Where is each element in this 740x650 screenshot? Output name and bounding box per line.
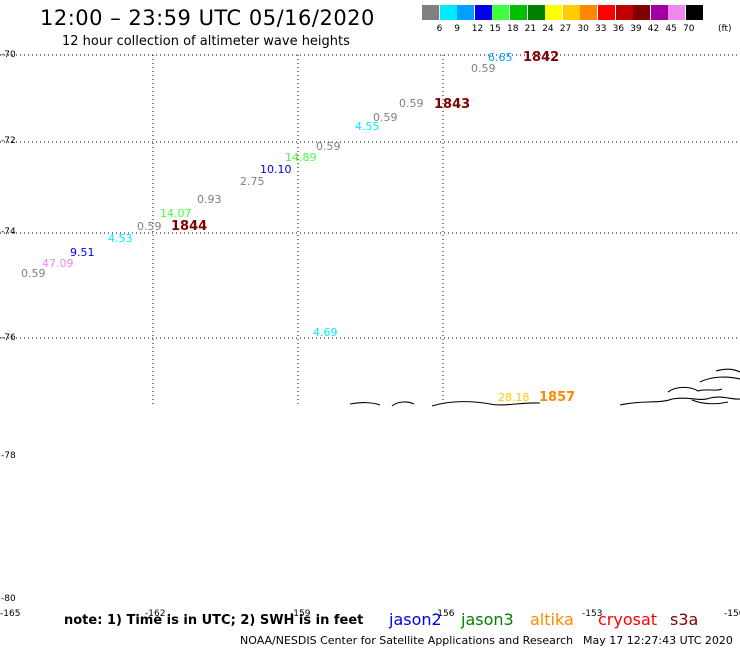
longitude-label: -153 [582, 609, 602, 619]
legend-swatch [422, 5, 439, 20]
coastline-segment [349, 402, 381, 406]
legend-label: 21 [524, 24, 537, 34]
wave-height-value: 4.69 [313, 326, 338, 339]
coastline-segment [715, 368, 740, 373]
wave-height-value: 0.59 [373, 111, 398, 124]
satellite-s3a: s3a [670, 610, 699, 629]
map-title: 12:00 – 23:59 UTC 05/16/2020 [40, 6, 375, 30]
legend-swatch [562, 5, 580, 20]
longitude-label: -162 [145, 609, 165, 619]
latitude-label: -70 [1, 50, 16, 60]
legend-label: 24 [542, 24, 554, 34]
wave-height-value: 47.09 [42, 257, 74, 270]
coastline-segment [619, 396, 740, 406]
legend-swatch [510, 5, 527, 20]
legend-label: 33 [595, 24, 607, 34]
longitude-label: -150 [724, 609, 740, 619]
legend-label: 36 [612, 24, 625, 34]
legend-swatch [492, 5, 510, 20]
legend-swatch [615, 5, 633, 20]
legend-swatch [650, 5, 668, 20]
wave-height-value: 0.59 [316, 140, 341, 153]
wave-height-value: 6.65 [488, 51, 513, 64]
latitude-label: -72 [1, 136, 16, 146]
latitude-label: -80 [1, 594, 16, 604]
coastline-segment [691, 399, 729, 405]
legend-label: 9 [454, 24, 460, 34]
wave-height-value: 28.18 [498, 391, 530, 404]
footnote: note: 1) Time is in UTC; 2) SWH is in fe… [64, 613, 364, 628]
map-subtitle: 12 hour collection of altimeter wave hei… [62, 34, 350, 49]
coastline-segment [431, 401, 541, 407]
wave-height-value: 10.10 [260, 163, 292, 176]
satellite-cryosat: cryosat [598, 610, 658, 629]
latitude-label: -78 [1, 451, 16, 461]
legend-label: 12 [471, 24, 484, 34]
longitude-label: -165 [0, 609, 20, 619]
wave-height-value: 14.07 [160, 207, 192, 220]
legend-label: 45 [665, 24, 677, 34]
coastline-segment [391, 401, 415, 407]
legend-swatch [457, 5, 475, 20]
legend-swatch [474, 5, 492, 20]
legend-label: 39 [630, 24, 642, 34]
pass-time-label: 1842 [523, 50, 559, 65]
coastline-segment [667, 386, 723, 393]
legend-swatch [668, 5, 686, 20]
coastline-segment [699, 376, 740, 383]
legend-label: 42 [647, 24, 660, 34]
legend-swatch [439, 5, 457, 20]
legend-swatch [686, 5, 703, 20]
satellite-jason3: jason3 [461, 610, 514, 629]
longitude-label: -159 [290, 609, 311, 619]
legend-swatch [580, 5, 598, 20]
wave-height-value: 0.59 [471, 62, 496, 75]
map-graticule [0, 54, 740, 405]
wave-height-value: 0.59 [399, 97, 424, 110]
legend-label: 6 [436, 24, 443, 34]
legend-swatch [527, 5, 545, 20]
legend-swatch [598, 5, 615, 20]
legend-label: 15 [489, 24, 501, 34]
pass-time-label: 1857 [539, 390, 575, 405]
legend-swatch [545, 5, 563, 20]
legend-label: 18 [507, 24, 519, 34]
wave-height-value: 0.93 [197, 193, 222, 206]
wave-height-value: 4.55 [355, 120, 380, 133]
wave-height-value: 0.59 [137, 220, 162, 233]
legend-swatch [633, 5, 651, 20]
legend-label: 30 [577, 24, 589, 34]
satellite-altika: altika [530, 610, 574, 629]
wave-height-value: 0.59 [21, 267, 46, 280]
axis-labels: -70 -72 -74 -76 -78 -80 -165 -162 -159 -156 -153 -1… [0, 50, 740, 619]
pass-time-label: 1844 [171, 219, 207, 234]
satellite-jason2: jason2 [389, 610, 442, 629]
legend-label: 27 [559, 24, 572, 34]
wave-height-value: 4.53 [108, 232, 133, 245]
latitude-label: -74 [1, 227, 16, 237]
legend-unit: (ft) [718, 24, 732, 34]
antarctic-coastline [349, 368, 740, 407]
wave-height-value: 2.75 [240, 175, 265, 188]
wave-height-value: 9.51 [70, 246, 95, 259]
generated-timestamp: May 17 12:27:43 UTC 2020 [583, 634, 733, 647]
observation-labels: 6.650.590.590.594.550.5914.8910.102.750.… [21, 50, 575, 405]
pass-time-label: 1843 [434, 97, 470, 112]
credit-line: NOAA/NESDIS Center for Satellite Applica… [240, 634, 574, 647]
wave-height-value: 14.89 [285, 151, 317, 164]
legend-label: 70 [683, 24, 695, 34]
longitude-label: -156 [434, 609, 455, 619]
latitude-label: -76 [1, 333, 16, 343]
